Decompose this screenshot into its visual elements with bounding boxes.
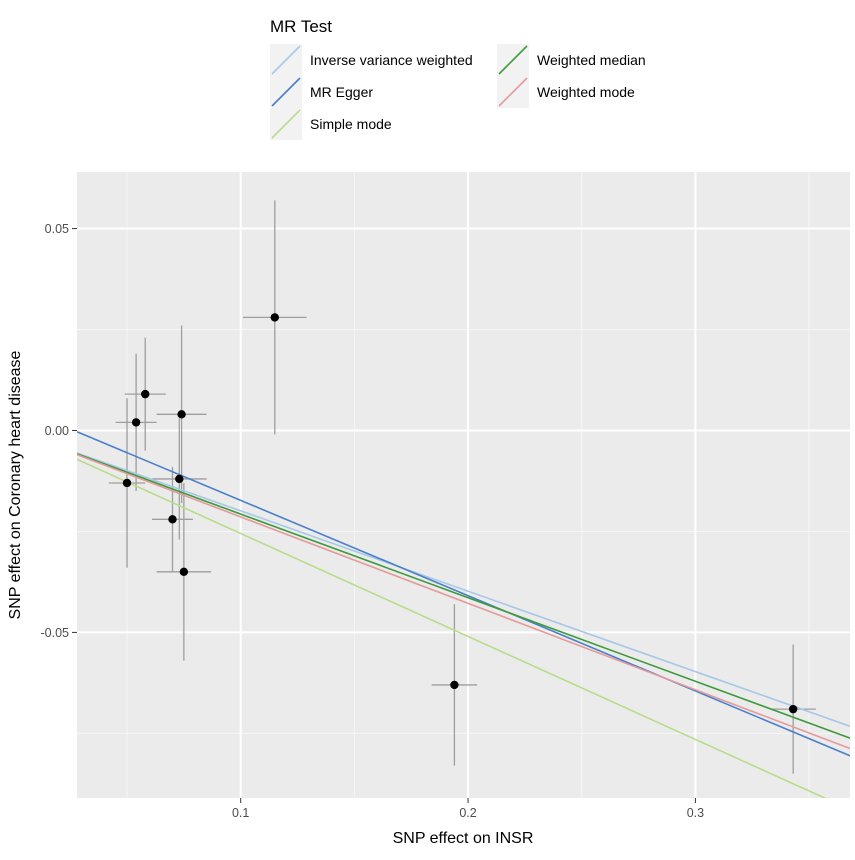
data-point-6 <box>177 410 186 419</box>
legend-line-weighted-median <box>498 45 528 75</box>
legend-line-weighted-mode <box>498 77 528 107</box>
y-tick-label: 0.00 <box>45 424 69 438</box>
legend-label-simple-mode: Simple mode <box>310 116 392 132</box>
line-inverse-variance-weighted <box>77 452 850 727</box>
legend-label-inverse-variance-weighted: Inverse variance weighted <box>310 52 473 68</box>
data-point-8 <box>270 313 279 322</box>
y-axis-label: SNP effect on Coronary heart disease <box>7 350 24 619</box>
legend-label-mr-egger: MR Egger <box>310 84 373 100</box>
legend-line-simple-mode <box>271 109 301 139</box>
legend: MR Test Inverse variance weighted MR Egge… <box>270 17 646 140</box>
data-points <box>122 313 798 714</box>
data-point-2 <box>131 418 141 427</box>
data-point-7 <box>179 567 189 577</box>
line-mr-egger <box>77 430 850 757</box>
y-tick-label: -0.05 <box>41 626 70 640</box>
x-tick-label: 0.2 <box>459 806 476 820</box>
x-tick-label: 0.3 <box>687 806 704 820</box>
data-point-4 <box>168 515 177 524</box>
legend-title: MR Test <box>270 17 332 36</box>
x-tick-label: 0.1 <box>232 806 249 820</box>
data-point-9 <box>450 680 459 690</box>
line-weighted-mode <box>77 453 850 750</box>
legend-label-weighted-median: Weighted median <box>537 52 646 68</box>
regression-lines <box>77 430 850 798</box>
x-axis-label: SNP effect on INSR <box>393 830 534 847</box>
data-point-1 <box>122 478 132 488</box>
y-tick-label: 0.05 <box>45 222 69 236</box>
data-point-5 <box>175 474 184 484</box>
data-point-10 <box>788 704 798 714</box>
data-point-3 <box>141 389 150 399</box>
line-weighted-median <box>77 453 850 739</box>
legend-line-inverse-variance-weighted <box>271 45 301 75</box>
grid <box>77 172 850 798</box>
legend-line-mr-egger <box>271 77 301 107</box>
axes: 0.1 0.2 0.3 0.05 0.00 -0.05 <box>41 222 705 820</box>
line-simple-mode <box>77 458 827 798</box>
legend-label-weighted-mode: Weighted mode <box>537 84 635 100</box>
